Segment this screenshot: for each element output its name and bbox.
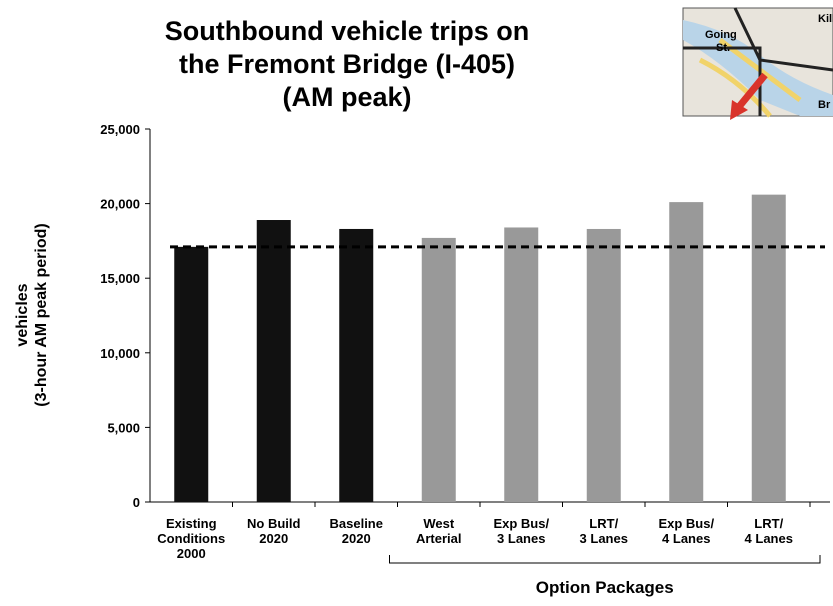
inset-label: Going (705, 29, 737, 41)
x-tick-label: Exp Bus/3 Lanes (493, 516, 549, 546)
x-tick-label-line: No Build (247, 516, 300, 531)
bar (339, 228, 374, 503)
y-tick-label: 25,000 (100, 122, 140, 137)
x-tick-label-line: Exp Bus/ (658, 516, 714, 531)
bar (669, 202, 704, 502)
bar (504, 227, 539, 503)
x-tick-label-line: 3 Lanes (580, 531, 628, 546)
x-tick-label-line: LRT/ (754, 516, 783, 531)
chart-title: the Fremont Bridge (I-405) (179, 49, 515, 79)
x-tick-label-line: Baseline (330, 516, 383, 531)
chart-title: (AM peak) (282, 82, 411, 112)
inset-arrow (735, 72, 768, 111)
x-tick-label: Baseline 2020 (330, 516, 383, 546)
x-tick-label: West Arterial (416, 516, 462, 546)
group-label: Option Packages (536, 578, 674, 597)
inset-label: St. (716, 42, 730, 54)
x-tick-label-line: Conditions (157, 531, 225, 546)
x-tick-label: No Build 2020 (247, 516, 300, 546)
x-tick-label: Existing Conditions 2000 (157, 516, 225, 561)
x-tick-label-line: 2020 (342, 531, 371, 546)
x-tick-label-line: 4 Lanes (745, 531, 793, 546)
group-bracket (389, 555, 821, 564)
x-tick-label: LRT/3 Lanes (580, 516, 628, 546)
x-tick-label: Exp Bus/4 Lanes (658, 516, 714, 546)
x-tick-label-line: 3 Lanes (497, 531, 545, 546)
map-inset (682, 7, 833, 120)
y-tick-label: 5,000 (107, 420, 140, 435)
bar (421, 237, 456, 502)
inset-label: Br (818, 99, 831, 111)
y-tick-label: 20,000 (100, 197, 140, 212)
inset-highways (683, 7, 833, 116)
x-tick-label-line: 4 Lanes (662, 531, 710, 546)
x-tick-label: LRT/4 Lanes (745, 516, 793, 546)
y-axis-label: vehicles (14, 283, 31, 346)
x-tick-label-line: Exp Bus/ (493, 516, 549, 531)
x-tick-label-line: 2000 (177, 546, 206, 561)
x-tick-label-line: West (423, 516, 454, 531)
y-tick-label: 10,000 (100, 346, 140, 361)
y-tick-label: 0 (133, 495, 140, 510)
y-tick-label: 15,000 (100, 271, 140, 286)
y-axis-label: (3-hour AM peak period) (33, 223, 50, 406)
x-tick-label-line: Existing (166, 516, 217, 531)
bar (256, 220, 291, 502)
bar (586, 228, 621, 503)
x-tick-label-line: LRT/ (589, 516, 618, 531)
inset-arrow-head (730, 100, 748, 120)
x-tick-label-line: 2020 (259, 531, 288, 546)
chart-title: Southbound vehicle trips on (165, 16, 530, 46)
x-tick-label-line: Arterial (416, 531, 462, 546)
bar (174, 246, 209, 502)
inset-label: Kill (818, 13, 833, 25)
bar (751, 194, 786, 502)
